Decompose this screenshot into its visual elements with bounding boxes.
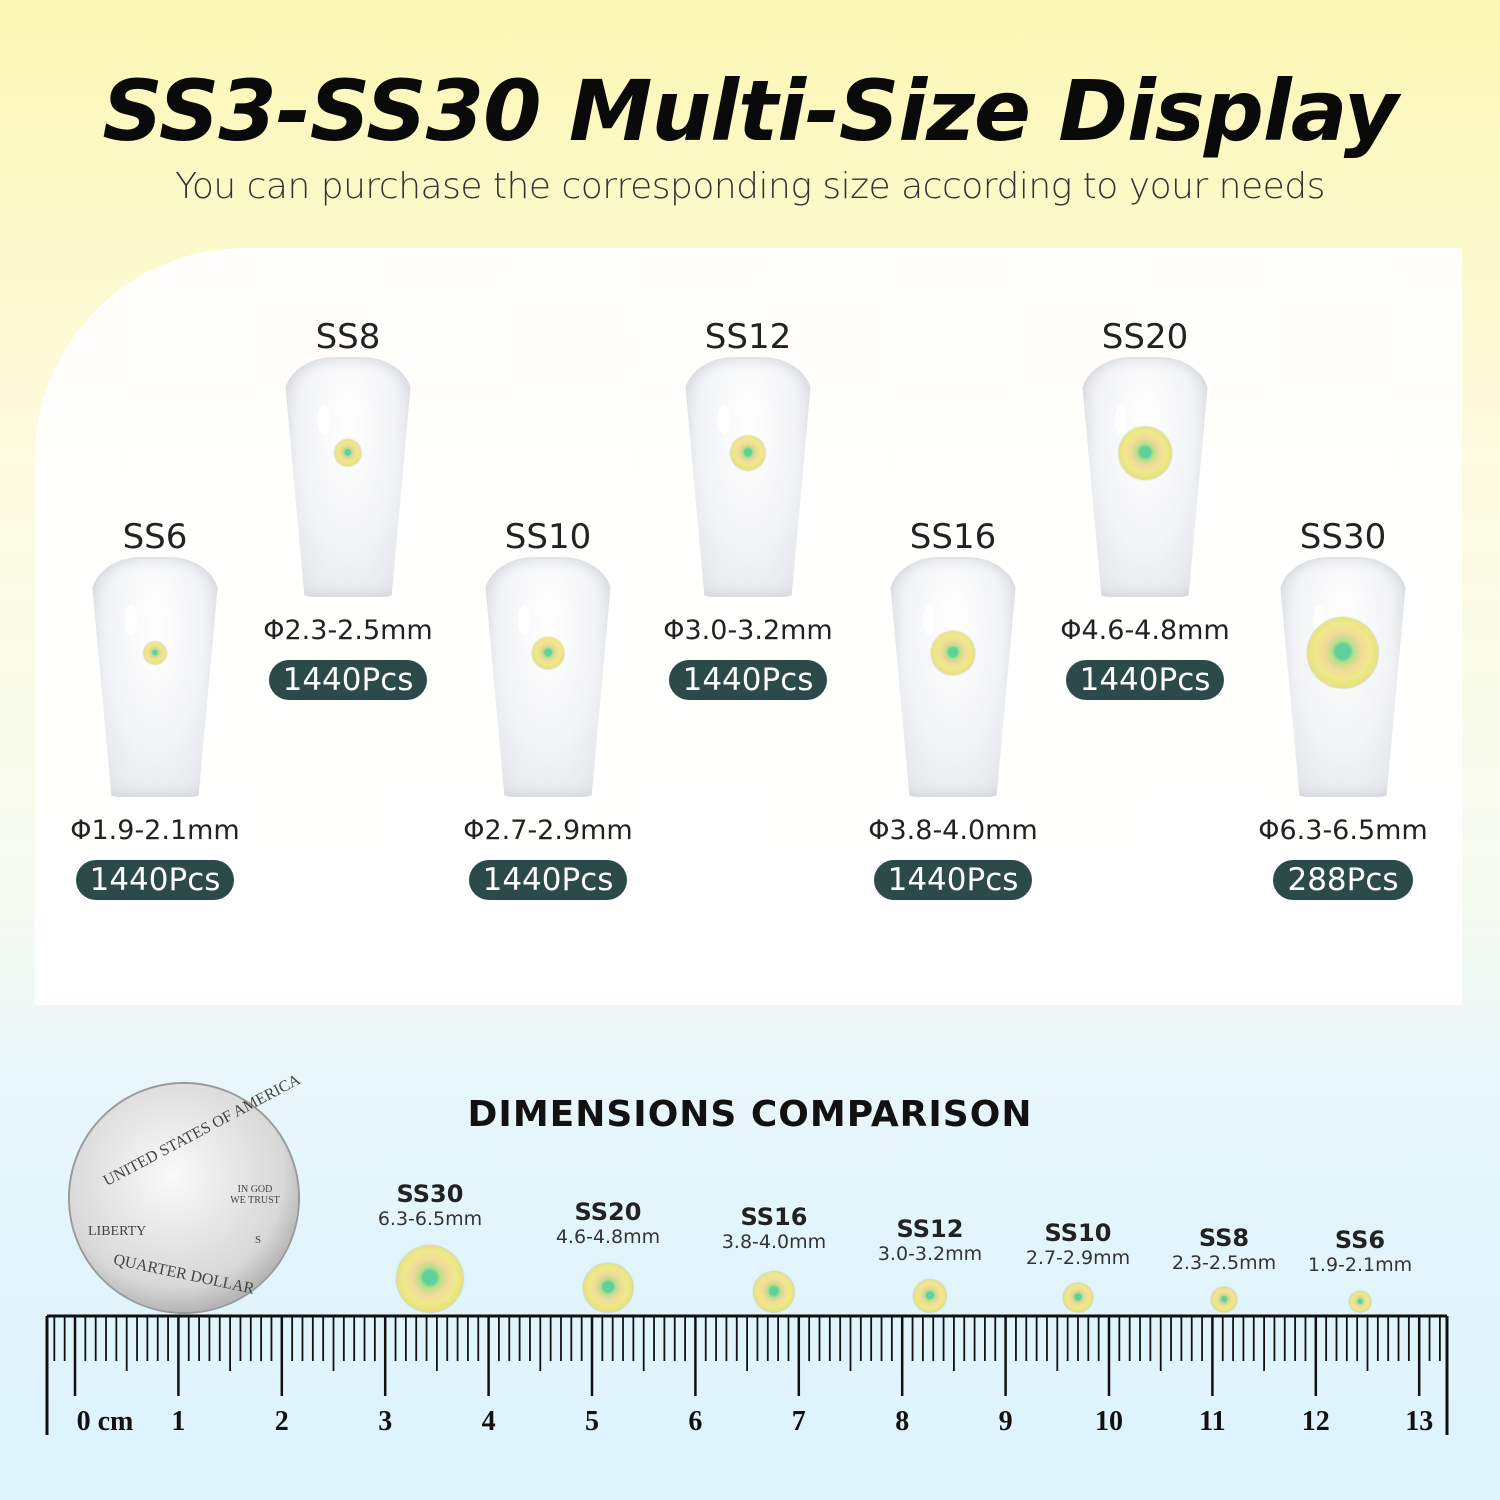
diameter-text: Φ1.9-2.1mm	[70, 815, 240, 846]
size-label: SS20	[1101, 317, 1189, 357]
comparison-size: 3.0-3.2mm	[877, 1243, 983, 1265]
comparison-item-ss20: SS20 4.6-4.8mm	[538, 1198, 678, 1248]
count-badge: 1440Pcs	[75, 860, 235, 900]
size-label: SS10	[504, 517, 592, 557]
comparison-size: 2.7-2.9mm	[1025, 1247, 1131, 1269]
comparison-gem	[753, 1271, 795, 1312]
rhinestone-image	[532, 637, 564, 669]
size-label: SS12	[704, 317, 792, 357]
size-item-ss8: SS8 Φ2.3-2.5mm 1440Pcs	[228, 317, 468, 700]
count-badge: 1440Pcs	[268, 660, 428, 700]
nail-shine	[518, 605, 530, 635]
comparison-item-ss16: SS16 3.8-4.0mm	[704, 1203, 844, 1253]
page-title: SS3-SS30 Multi-Size Display	[102, 62, 1398, 160]
count-badge: 288Pcs	[1273, 860, 1413, 900]
comparison-gem	[913, 1279, 947, 1312]
comparison-item-ss12: SS12 3.0-3.2mm	[860, 1215, 1000, 1265]
nail-tip-image	[91, 557, 219, 797]
count-badge: 1440Pcs	[873, 860, 1033, 900]
ruler-label: 9	[999, 1406, 1013, 1437]
comparison-label: SS6	[1334, 1226, 1386, 1254]
ruler-label: 7	[792, 1406, 806, 1437]
rhinestone-image	[144, 642, 166, 664]
coin-text-motto: IN GOD WE TRUST	[230, 1184, 280, 1206]
comparison-gem	[1211, 1287, 1237, 1312]
size-item-ss20: SS20 Φ4.6-4.8mm 1440Pcs	[1025, 317, 1265, 700]
size-label: SS8	[315, 317, 381, 357]
coin-text-liberty: LIBERTY	[88, 1224, 147, 1239]
comparison-label: SS20	[574, 1198, 642, 1226]
count-badge: 1440Pcs	[1065, 660, 1225, 700]
comparison-item-ss30: SS30 6.3-6.5mm	[360, 1180, 500, 1230]
ruler-label: 0 cm	[77, 1406, 134, 1437]
ruler-label: 5	[585, 1406, 599, 1437]
nail-tip-image	[889, 557, 1017, 797]
nail-tip-image	[684, 357, 812, 597]
diameter-text: Φ3.0-3.2mm	[663, 615, 833, 646]
comparison-size: 6.3-6.5mm	[377, 1208, 483, 1230]
comparison-item-ss8: SS8 2.3-2.5mm	[1154, 1224, 1294, 1274]
rhinestone-image	[931, 631, 975, 675]
rhinestone-image	[1307, 617, 1379, 689]
comparison-gem	[396, 1245, 464, 1312]
comparison-label: SS30	[396, 1180, 464, 1208]
comparison-label: SS12	[896, 1215, 964, 1243]
comparison-title: DIMENSIONS COMPARISON	[467, 1094, 1033, 1135]
ruler-label: 1	[171, 1406, 185, 1437]
nail-shine	[1115, 405, 1127, 435]
diameter-text: Φ6.3-6.5mm	[1258, 815, 1428, 846]
nail-tip-image	[284, 357, 412, 597]
ruler-label: 4	[482, 1406, 496, 1437]
nail-tip-image	[484, 557, 612, 797]
nail-tip-image	[1081, 357, 1209, 597]
count-badge: 1440Pcs	[668, 660, 828, 700]
ruler-label: 11	[1199, 1406, 1225, 1437]
nail-tip-image	[1279, 557, 1407, 797]
count-badge: 1440Pcs	[468, 860, 628, 900]
diameter-text: Φ2.7-2.9mm	[463, 815, 633, 846]
rhinestone-image	[730, 435, 766, 471]
diameter-text: Φ2.3-2.5mm	[263, 615, 433, 646]
comparison-size: 4.6-4.8mm	[555, 1226, 661, 1248]
ruler-label: 13	[1405, 1406, 1433, 1437]
comparison-gem	[583, 1263, 633, 1312]
size-label: SS16	[909, 517, 997, 557]
page-subtitle: You can purchase the corresponding size …	[175, 166, 1325, 207]
comparison-size: 3.8-4.0mm	[721, 1231, 827, 1253]
comparison-item-ss6: SS6 1.9-2.1mm	[1290, 1226, 1430, 1276]
comparison-label: SS8	[1198, 1224, 1250, 1252]
nail-shine	[125, 605, 137, 635]
comparison-gem	[1063, 1283, 1093, 1312]
size-label: SS6	[122, 517, 188, 557]
diameter-text: Φ3.8-4.0mm	[868, 815, 1038, 846]
nail-shine	[318, 405, 330, 435]
comparison-item-ss10: SS10 2.7-2.9mm	[1008, 1219, 1148, 1269]
size-item-ss12: SS12 Φ3.0-3.2mm 1440Pcs	[628, 317, 868, 700]
size-item-ss16: SS16 Φ3.8-4.0mm 1440Pcs	[833, 517, 1073, 900]
coin-text-mint: S	[255, 1234, 262, 1246]
comparison-gem	[1349, 1291, 1371, 1312]
ruler-label: 12	[1302, 1406, 1330, 1437]
size-item-ss6: SS6 Φ1.9-2.1mm 1440Pcs	[35, 517, 275, 900]
ruler-label: 10	[1095, 1406, 1123, 1437]
ruler-label: 8	[895, 1406, 909, 1437]
size-item-ss30: SS30 Φ6.3-6.5mm 288Pcs	[1223, 517, 1463, 900]
size-item-ss10: SS10 Φ2.7-2.9mm 1440Pcs	[428, 517, 668, 900]
diameter-text: Φ4.6-4.8mm	[1060, 615, 1230, 646]
rhinestone-image	[334, 439, 362, 467]
comparison-size: 1.9-2.1mm	[1307, 1254, 1413, 1276]
size-label: SS30	[1299, 517, 1387, 557]
rhinestone-image	[1119, 427, 1171, 479]
quarter-coin-image: UNITED STATES OF AMERICA IN GOD WE TRUST…	[70, 1071, 303, 1312]
ruler-label: 3	[378, 1406, 392, 1437]
comparison-label: SS10	[1044, 1219, 1112, 1247]
comparison-label: SS16	[740, 1203, 808, 1231]
nail-shine	[718, 405, 730, 435]
ruler-label: 6	[688, 1406, 702, 1437]
ruler-label: 2	[275, 1406, 289, 1437]
nail-shine	[923, 605, 935, 635]
comparison-size: 2.3-2.5mm	[1171, 1252, 1277, 1274]
